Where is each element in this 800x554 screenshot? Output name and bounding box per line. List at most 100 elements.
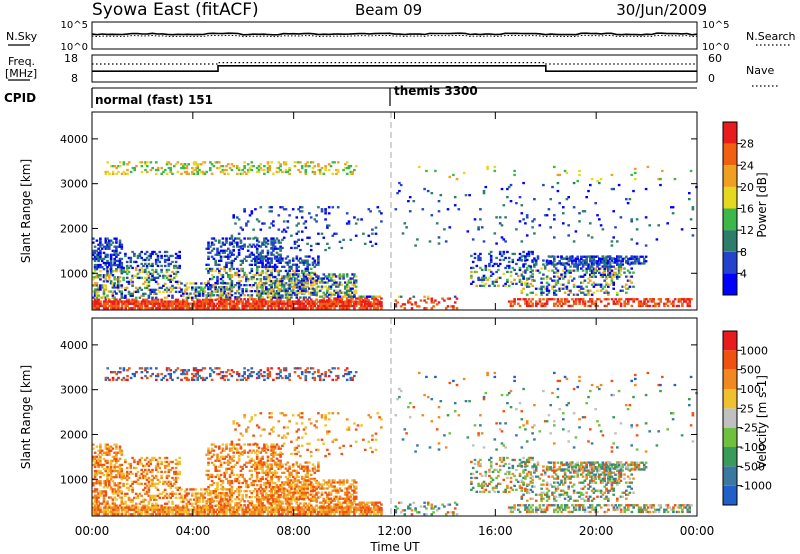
heatmap-cell (207, 269, 210, 273)
heatmap-cell (158, 302, 162, 305)
heatmap-cell (652, 298, 655, 301)
heatmap-cell (92, 459, 95, 462)
heatmap-cell (232, 253, 235, 256)
heatmap-cell (625, 302, 628, 305)
heatmap-cell (372, 295, 376, 298)
heatmap-cell (221, 488, 225, 491)
heatmap-cell (145, 250, 149, 254)
heatmap-cell (601, 257, 605, 261)
heatmap-cell (138, 304, 142, 308)
heatmap-cell (162, 307, 165, 310)
heatmap-cell (315, 286, 318, 289)
heatmap-cell (97, 263, 100, 267)
heatmap-cell (228, 479, 232, 483)
heatmap-cell (200, 286, 203, 289)
heatmap-cell (266, 292, 270, 295)
heatmap-cell (284, 288, 288, 291)
heatmap-cell (299, 302, 302, 305)
heatmap-cell (596, 260, 599, 263)
heatmap-cell (227, 275, 230, 279)
heatmap-cell (297, 230, 300, 233)
heatmap-cell (129, 300, 133, 303)
heatmap-cell (198, 500, 201, 503)
heatmap-cell (322, 293, 326, 296)
heatmap-cell (245, 481, 248, 485)
heatmap-cell (308, 296, 311, 299)
heatmap-cell (347, 300, 351, 303)
heatmap-cell (372, 304, 376, 308)
heatmap-cell (93, 282, 97, 285)
heatmap-cell (277, 304, 281, 308)
heatmap-cell (174, 256, 178, 260)
heatmap-cell (158, 466, 162, 470)
heatmap-cell (628, 275, 632, 278)
heatmap-cell (99, 445, 102, 448)
heatmap-cell (219, 479, 223, 483)
heatmap-cell (122, 482, 125, 485)
heatmap-cell (616, 293, 619, 296)
heatmap-cell (345, 222, 349, 225)
heatmap-cell (619, 298, 623, 301)
heatmap-cell (167, 480, 171, 483)
heatmap-cell (403, 222, 407, 225)
heatmap-cell (160, 166, 163, 170)
heatmap-cell (399, 183, 403, 187)
heatmap-cell (331, 302, 335, 305)
heatmap-cell (95, 274, 99, 277)
heatmap-cell (643, 300, 646, 303)
heatmap-cell (545, 293, 549, 296)
heatmap-cell (221, 294, 225, 297)
heatmap-cell (356, 297, 360, 300)
heatmap-cell (245, 461, 248, 464)
heatmap-cell (371, 228, 374, 231)
heatmap-cell (309, 307, 313, 310)
heatmap-cell (608, 262, 612, 265)
heatmap-cell (254, 300, 257, 303)
heatmap-cell (104, 307, 108, 310)
heatmap-cell (553, 214, 556, 217)
heatmap-cell (268, 275, 272, 279)
heatmap-cell (252, 304, 255, 308)
heatmap-cell (225, 168, 228, 172)
heatmap-cell (173, 478, 176, 481)
heatmap-cell (288, 166, 291, 170)
heatmap-cell (580, 285, 583, 288)
heatmap-cell (646, 300, 650, 303)
heatmap-cell (581, 287, 585, 290)
heatmap-cell (147, 502, 151, 505)
heatmap-cell (129, 466, 133, 470)
heatmap-cell (619, 289, 623, 292)
heatmap-cell (574, 230, 578, 233)
heatmap-cell (326, 224, 329, 227)
heatmap-cell (124, 172, 127, 175)
y-tick-label: 4000 (60, 133, 88, 146)
heatmap-cell (221, 500, 225, 503)
heatmap-cell (165, 456, 169, 460)
heatmap-cell (219, 473, 223, 477)
heatmap-cell (174, 298, 178, 301)
heatmap-cell (311, 170, 315, 174)
heatmap-cell (473, 218, 477, 221)
heatmap-cell (329, 165, 333, 168)
heatmap-cell (524, 255, 527, 258)
heatmap-cell (218, 253, 221, 256)
heatmap-cell (207, 282, 210, 285)
heatmap-cell (304, 285, 308, 288)
heatmap-cell (531, 252, 534, 256)
heatmap-cell (167, 302, 171, 305)
heatmap-cell (198, 504, 201, 507)
heatmap-cell (281, 300, 284, 303)
heatmap-cell (160, 264, 163, 268)
heatmap-cell (560, 283, 563, 286)
heatmap-cell (201, 288, 205, 291)
heatmap-cell (608, 263, 612, 266)
heatmap-cell (569, 255, 572, 258)
heatmap-cell (236, 302, 239, 305)
heatmap-cell (158, 274, 162, 277)
heatmap-cell (95, 488, 99, 491)
heatmap-cell (344, 304, 347, 308)
heatmap-cell (183, 290, 187, 293)
heatmap-cell (553, 291, 556, 294)
heatmap-cell (688, 298, 691, 301)
heatmap-cell (113, 492, 116, 495)
